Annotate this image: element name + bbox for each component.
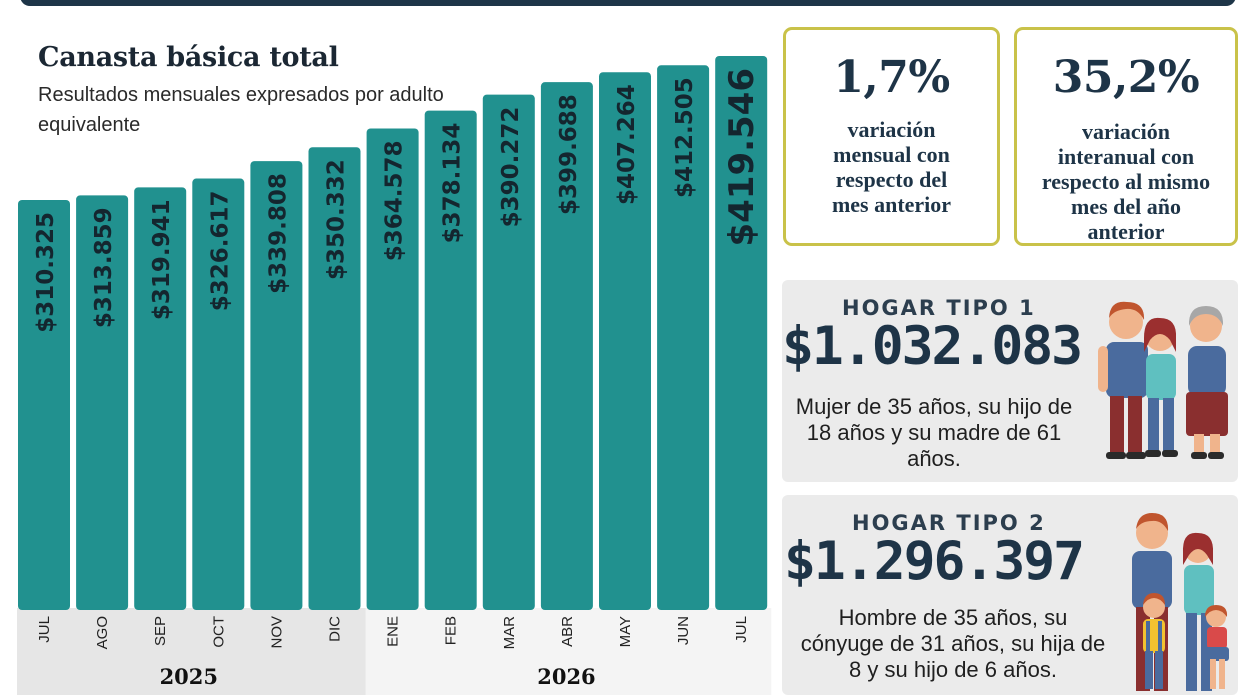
monthly-variation-value: 1,7%	[833, 52, 950, 103]
year-band-2026	[365, 608, 772, 695]
annual-variation-box: 35,2% variación interanual con respecto …	[1014, 27, 1238, 246]
hogar-tipo-1-heading: HOGAR TIPO 1	[842, 296, 1036, 320]
category-label-8: FEB	[443, 616, 460, 645]
hogar-tipo-1-amount: $1.032.083	[782, 316, 1083, 377]
bar-1	[18, 200, 70, 610]
monthly-variation-box: 1,7% variación mensual con respecto del …	[783, 27, 1000, 246]
category-label-3: SEP	[152, 616, 169, 646]
annual-variation-description: variación interanual con respecto al mis…	[1041, 119, 1211, 244]
category-label-6: DIC	[327, 616, 344, 642]
bar-5	[250, 161, 303, 611]
year-band-2025	[17, 608, 367, 695]
bar-value-label-13: $419.546	[722, 68, 762, 247]
bar-value-label-5: $339.808	[265, 173, 291, 294]
hogar-tipo-1-card: HOGAR TIPO 1 $1.032.083 Mujer de 35 años…	[782, 280, 1238, 482]
hogar-tipo-2-heading: HOGAR TIPO 2	[852, 511, 1046, 535]
category-label-2: AGO	[94, 616, 111, 649]
bar-chart: 2025 2026 $310.325 JUL $313.859 AGO $319.941 SE…	[17, 56, 772, 695]
hogar-tipo-2-amount: $1.296.397	[784, 531, 1085, 592]
bar-9	[482, 94, 535, 611]
chart-title: Canasta básica total	[38, 42, 339, 73]
year-label-2026: 2026	[537, 664, 595, 689]
category-label-12: JUN	[675, 616, 692, 645]
bar-value-label-11: $407.264	[614, 84, 640, 205]
bar-value-label-9: $390.272	[498, 107, 524, 228]
category-label-4: OCT	[210, 616, 227, 648]
hogar-tipo-2-card: HOGAR TIPO 2 $1.296.397 Hombre de 35 año…	[782, 495, 1238, 695]
annual-variation-value: 35,2%	[1052, 52, 1200, 103]
bar-value-label-12: $412.505	[672, 77, 698, 198]
hogar-tipo-1-description: Mujer de 35 años, su hijo de 18 años y s…	[795, 394, 1073, 471]
bar-6	[308, 147, 361, 610]
bar-value-label-4: $326.617	[207, 191, 233, 312]
family-parents-children-icon	[1132, 513, 1229, 691]
bar-7	[366, 128, 419, 610]
bar-value-label-1: $310.325	[33, 212, 59, 333]
bar-10	[540, 82, 593, 610]
bar-value-label-3: $319.941	[149, 199, 175, 320]
bar-value-label-8: $378.134	[440, 123, 466, 244]
category-label-10: ABR	[559, 616, 576, 647]
bar-3	[134, 187, 187, 610]
category-label-1: JUL	[36, 616, 53, 643]
top-banner-bar	[20, 0, 1236, 6]
category-label-13: JUL	[733, 616, 750, 643]
bar-8	[424, 110, 477, 611]
category-label-7: ENE	[385, 616, 402, 647]
hogar-tipo-2-description: Hombre de 35 años, su cónyuge de 31 años…	[800, 605, 1106, 682]
bar-11	[599, 72, 651, 610]
bar-2	[76, 195, 129, 610]
bar-value-label-7: $364.578	[382, 140, 408, 261]
category-label-5: NOV	[268, 616, 285, 649]
bar-4	[192, 178, 245, 610]
bar-13	[715, 56, 768, 610]
year-label-2025: 2025	[160, 664, 218, 689]
bar-value-label-6: $350.332	[324, 159, 350, 280]
bar-value-label-10: $399.688	[556, 94, 582, 215]
monthly-variation-description: variación mensual con respecto del mes a…	[831, 117, 952, 217]
bar-value-label-2: $313.859	[91, 207, 117, 328]
bar-12	[657, 65, 710, 610]
category-label-11: MAY	[617, 616, 634, 647]
category-label-9: MAR	[501, 616, 518, 650]
family-three-adults-icon	[1098, 301, 1228, 459]
chart-subtitle: Resultados mensuales expresados por adul…	[38, 84, 444, 136]
